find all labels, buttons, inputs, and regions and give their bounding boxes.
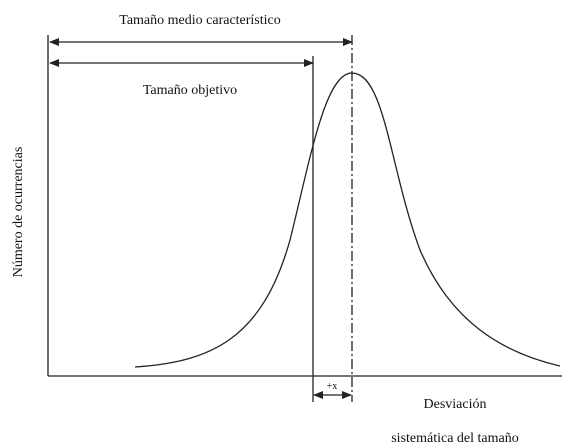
- y-axis-label: Número de ocurrencias: [11, 147, 26, 278]
- target-size-label: Tamaño objetivo: [143, 83, 237, 98]
- mean-size-label: Tamaño medio característico: [119, 13, 281, 28]
- offset-label: +x: [327, 381, 338, 392]
- x-axis-label-line1: Desviación: [424, 397, 487, 412]
- distribution-curve: [134, 72, 561, 368]
- x-axis-label-line2: sistemática del tamaño: [391, 431, 519, 446]
